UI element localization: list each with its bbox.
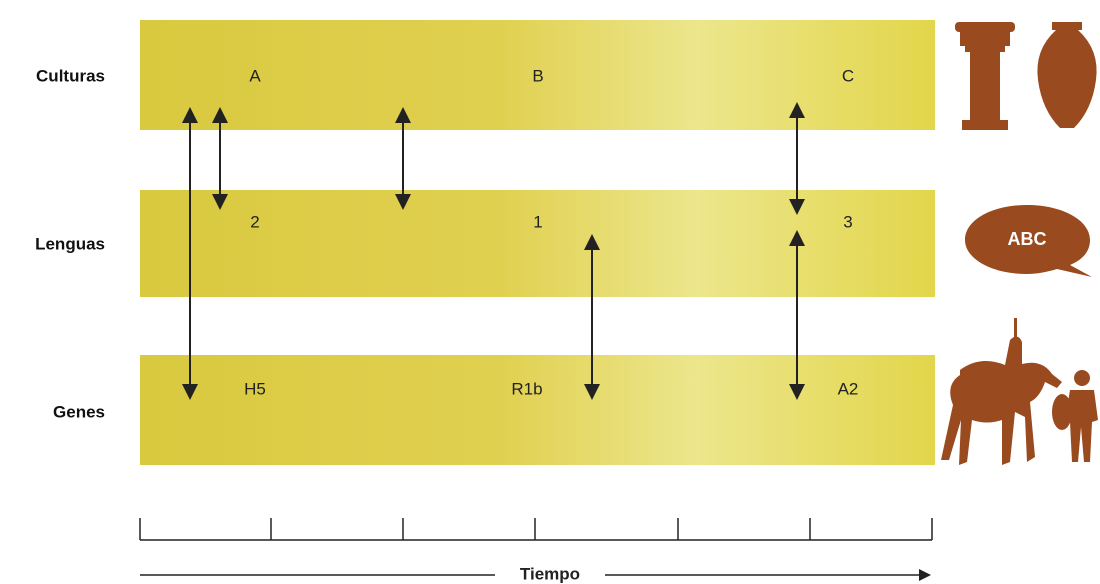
axis-label: Tiempo <box>520 564 580 583</box>
item-label: A <box>249 66 261 85</box>
speech-text: ABC <box>1008 229 1047 249</box>
item-label: C <box>842 66 854 85</box>
item-label: 2 <box>250 212 259 231</box>
arrows <box>182 102 805 400</box>
band-lenguas <box>140 190 935 297</box>
speech-icon: ABC <box>965 205 1092 277</box>
gene-icon <box>941 318 1098 465</box>
item-label: 3 <box>843 212 852 231</box>
row-label: Genes <box>53 402 105 421</box>
item-label: H5 <box>244 379 266 398</box>
time-axis <box>139 518 933 581</box>
row-label: Culturas <box>36 66 105 85</box>
band-genes <box>140 355 935 465</box>
item-label: A2 <box>838 379 859 398</box>
item-label: B <box>532 66 543 85</box>
row-label: Lenguas <box>35 234 105 253</box>
item-label: R1b <box>511 379 542 398</box>
item-label: 1 <box>533 212 542 231</box>
culture-icons <box>955 22 1097 130</box>
